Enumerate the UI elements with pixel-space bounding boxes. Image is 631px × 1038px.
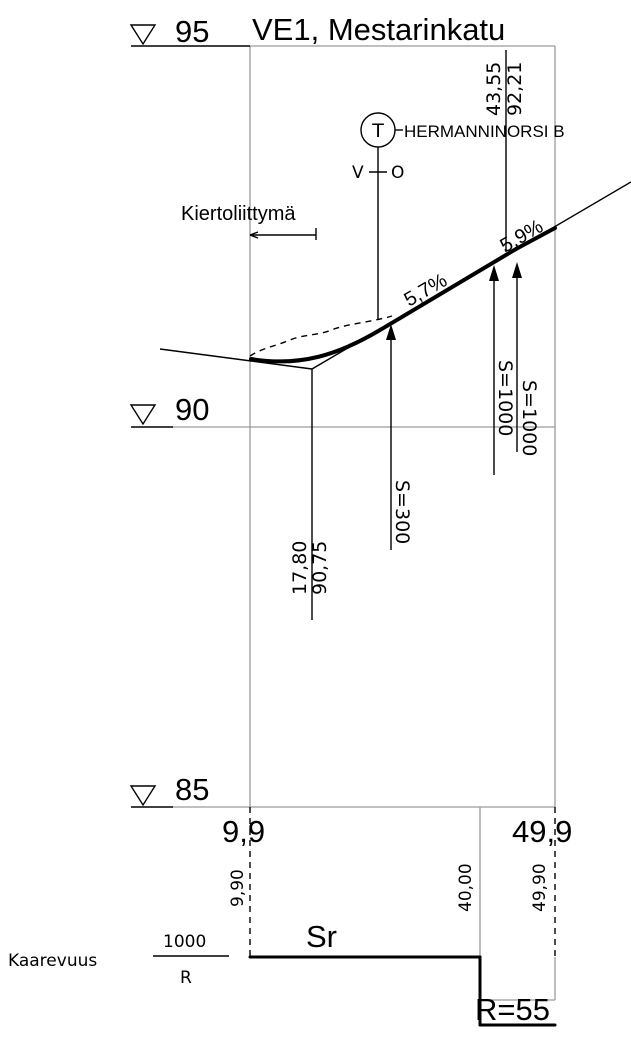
elevation-marker-85: 85	[129, 772, 209, 808]
profile-title: VE1, Mestarinkatu	[252, 12, 505, 47]
pvi-station-label: 17,80	[289, 541, 311, 595]
tangent-station-label: 43,55	[483, 62, 505, 116]
vertical-curve-label-2: S=1000	[494, 360, 516, 436]
tangent-elevation-label: 92,21	[504, 62, 526, 116]
radius-label: R=55	[475, 992, 550, 1027]
curvature-legend-numerator: 1000	[163, 932, 206, 952]
roundabout-label: Kiertoliittymä	[181, 203, 296, 225]
vertical-curve-arrow-2: S=1000	[489, 265, 516, 475]
grade-label-2: 5,9%	[497, 215, 548, 257]
tangent-point-marker: 43,55 92,21	[483, 50, 526, 252]
start-station-label: 9,9	[222, 814, 265, 849]
vertical-curve-label-1: S=300	[391, 480, 413, 544]
elevation-label-85: 85	[175, 772, 209, 807]
left-side-label: V	[352, 163, 364, 183]
right-side-label: O	[391, 163, 404, 183]
pvi-elevation-label: 90,75	[309, 541, 331, 595]
vertical-curve-arrow-3: S=1000	[512, 262, 540, 456]
curvature-end-station: 49,90	[530, 863, 550, 912]
curvature-legend-label: Kaarevuus	[8, 951, 97, 971]
curvature-mid-station: 40,00	[456, 863, 476, 912]
junction-symbol-label: T	[371, 120, 384, 142]
straight-segment-label: Sr	[306, 919, 337, 954]
junction-name-label: HERMANNINORSI B	[404, 122, 565, 141]
elevation-label-90: 90	[175, 392, 209, 427]
profile-grid	[173, 45, 556, 808]
elevation-marker-90: 90	[129, 392, 209, 428]
curvature-legend-denominator: R	[180, 968, 192, 988]
elevation-label-95: 95	[175, 14, 209, 49]
curvature-start-station: 9,90	[228, 869, 248, 907]
grade-tangents	[159, 181, 631, 620]
vertical-curve-label-3: S=1000	[518, 380, 540, 456]
elevation-marker-95: 95	[129, 14, 250, 49]
grade-label-1: 5,7%	[401, 269, 452, 311]
end-station-label: 49,9	[512, 814, 572, 849]
vertical-curve-arrow-1: S=300	[386, 324, 413, 550]
roundabout-marker: Kiertoliittymä	[181, 203, 317, 240]
design-profile-line	[249, 226, 557, 364]
curvature-band	[248, 807, 557, 1027]
junction-marker: T HERMANNINORSI B V O	[352, 112, 565, 320]
